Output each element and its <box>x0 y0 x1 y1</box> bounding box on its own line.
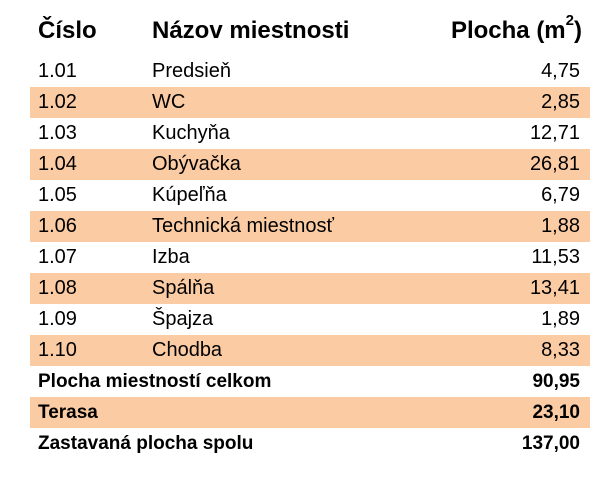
header-room-name: Názov miestnosti <box>152 17 350 44</box>
table-header: Číslo Názov miestnosti Plocha (m2) <box>0 0 614 56</box>
header-area-close: ) <box>574 17 582 44</box>
room-number: 1.08 <box>38 277 77 299</box>
table-row: 1.09 Špajza 1,89 <box>0 304 614 335</box>
row-shading <box>30 87 590 118</box>
table-row: 1.05 Kúpeľňa 6,79 <box>0 180 614 211</box>
room-number: 1.10 <box>38 339 77 361</box>
room-number: 1.06 <box>38 215 77 237</box>
room-area: 4,75 <box>541 60 580 82</box>
room-number: 1.07 <box>38 246 77 268</box>
row-shading <box>30 211 590 242</box>
room-area: 1,89 <box>541 308 580 330</box>
room-name: Kuchyňa <box>152 122 230 144</box>
room-name: Obývačka <box>152 153 241 175</box>
header-number: Číslo <box>38 17 97 44</box>
room-number: 1.04 <box>38 153 77 175</box>
total-value: 90,95 <box>532 371 580 392</box>
room-number: 1.02 <box>38 91 77 113</box>
room-area: 13,41 <box>529 277 580 299</box>
room-name: WC <box>152 91 186 113</box>
room-area: 6,79 <box>541 184 580 206</box>
total-value: 23,10 <box>532 402 580 423</box>
room-number: 1.09 <box>38 308 77 330</box>
total-row-rooms: Plocha miestností celkom 90,95 <box>0 366 614 397</box>
table-row: 1.04 Obývačka 26,81 <box>0 149 614 180</box>
header-area: Plocha (m2) <box>450 13 582 46</box>
table-row: 1.02 WC 2,85 <box>0 87 614 118</box>
table-row: 1.03 Kuchyňa 12,71 <box>0 118 614 149</box>
total-label: Plocha miestností celkom <box>38 371 272 392</box>
room-name: Kúpeľňa <box>152 184 227 206</box>
table-row: 1.01 Predsieň 4,75 <box>0 56 614 87</box>
room-name: Spálňa <box>152 277 215 299</box>
room-number: 1.01 <box>38 60 77 82</box>
room-name: Predsieň <box>152 60 231 82</box>
total-row-built-up: Zastavaná plocha spolu 137,00 <box>0 428 614 459</box>
table-row: 1.07 Izba 11,53 <box>0 242 614 273</box>
total-label: Terasa <box>38 402 98 423</box>
room-area: 8,33 <box>541 339 580 361</box>
header-area-superscript: 2 <box>565 12 574 29</box>
row-shading <box>30 149 590 180</box>
table-body: 1.01 Predsieň 4,75 1.02 WC 2,85 1.03 Kuc… <box>0 56 614 459</box>
room-name: Chodba <box>152 339 223 361</box>
table-row: 1.10 Chodba 8,33 <box>0 335 614 366</box>
total-label: Zastavaná plocha spolu <box>38 433 254 454</box>
header-area-text: Plocha (m <box>450 17 566 44</box>
room-name: Technická miestnosť <box>152 215 335 237</box>
row-shading <box>30 335 590 366</box>
total-row-terrace: Terasa 23,10 <box>0 397 614 428</box>
table-row: 1.06 Technická miestnosť 1,88 <box>0 211 614 242</box>
room-number: 1.05 <box>38 184 77 206</box>
room-area: 11,53 <box>531 246 580 268</box>
total-value: 137,00 <box>521 433 580 454</box>
room-area: 1,88 <box>541 215 580 237</box>
room-area: 12,71 <box>529 122 580 144</box>
room-number: 1.03 <box>38 122 77 144</box>
table-row: 1.08 Spálňa 13,41 <box>0 273 614 304</box>
row-shading <box>30 397 590 428</box>
room-area: 2,85 <box>541 91 580 113</box>
row-shading <box>30 273 590 304</box>
room-name: Izba <box>152 246 190 268</box>
room-name: Špajza <box>152 308 214 330</box>
room-area: 26,81 <box>529 153 580 175</box>
